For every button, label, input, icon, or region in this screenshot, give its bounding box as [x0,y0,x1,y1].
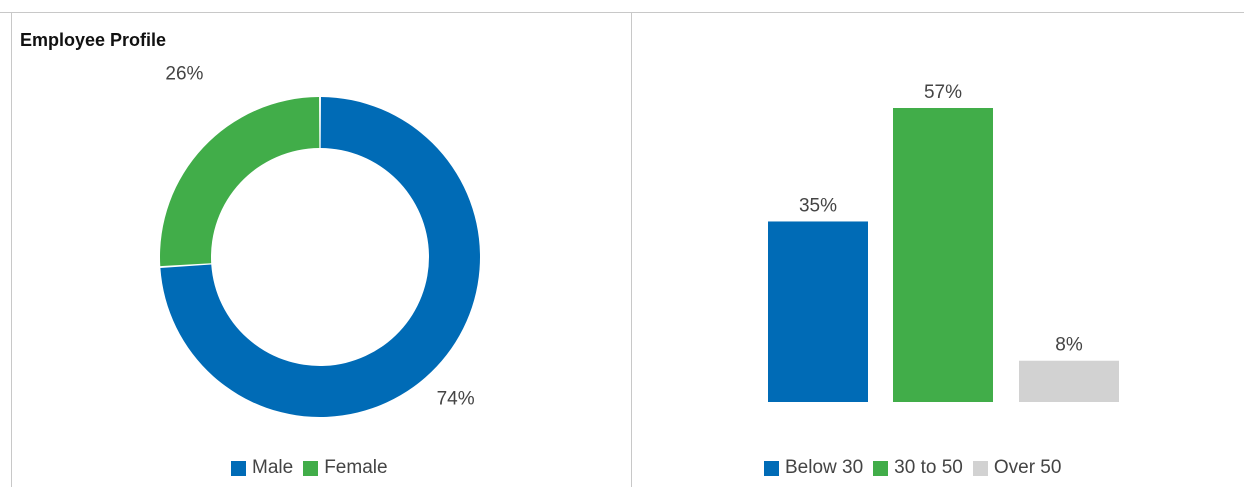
legend-item-below-30: Below 30 [764,457,863,479]
bar-label-30-to-50: 57% [924,82,962,103]
30-to-50-swatch-icon [873,460,889,476]
legend-item-over-50: Over 50 [972,457,1062,479]
bar-label-over-50: 8% [1055,335,1083,356]
legend-item-male: Male [231,457,293,479]
legend-item-female: Female [303,457,388,479]
gender-donut-chart: 74% 26% [160,64,480,418]
legend-label-over-50: Over 50 [993,457,1062,478]
over-50-swatch-icon [972,460,988,476]
page-title: Employee Profile [20,30,167,50]
gender-legend: Male Female [231,457,388,479]
male-swatch-icon [231,460,246,476]
bar-over-50 [1019,360,1119,402]
bar-30-to-50 [893,108,993,402]
bar-below-30 [768,221,868,402]
donut-label-male: 74% [437,388,475,409]
age-bar-chart: 35% 57% 8% [768,82,1119,402]
donut-slice-male [160,97,480,418]
legend-label-male: Male [252,457,294,478]
donut-slice-female [160,97,320,267]
legend-label-below-30: Below 30 [785,457,864,478]
legend-item-30-to-50: 30 to 50 [873,457,963,479]
legend-label-30-to-50: 30 to 50 [894,457,963,478]
bar-label-below-30: 35% [799,195,837,216]
age-legend: Below 30 30 to 50 Over 50 [764,457,1061,479]
below-30-swatch-icon [764,460,779,476]
legend-label-female: Female [324,457,388,478]
donut-label-female: 26% [165,64,203,85]
left-border [11,12,12,487]
panel-divider [631,12,632,487]
female-swatch-icon [303,460,319,476]
top-border [0,12,1244,13]
